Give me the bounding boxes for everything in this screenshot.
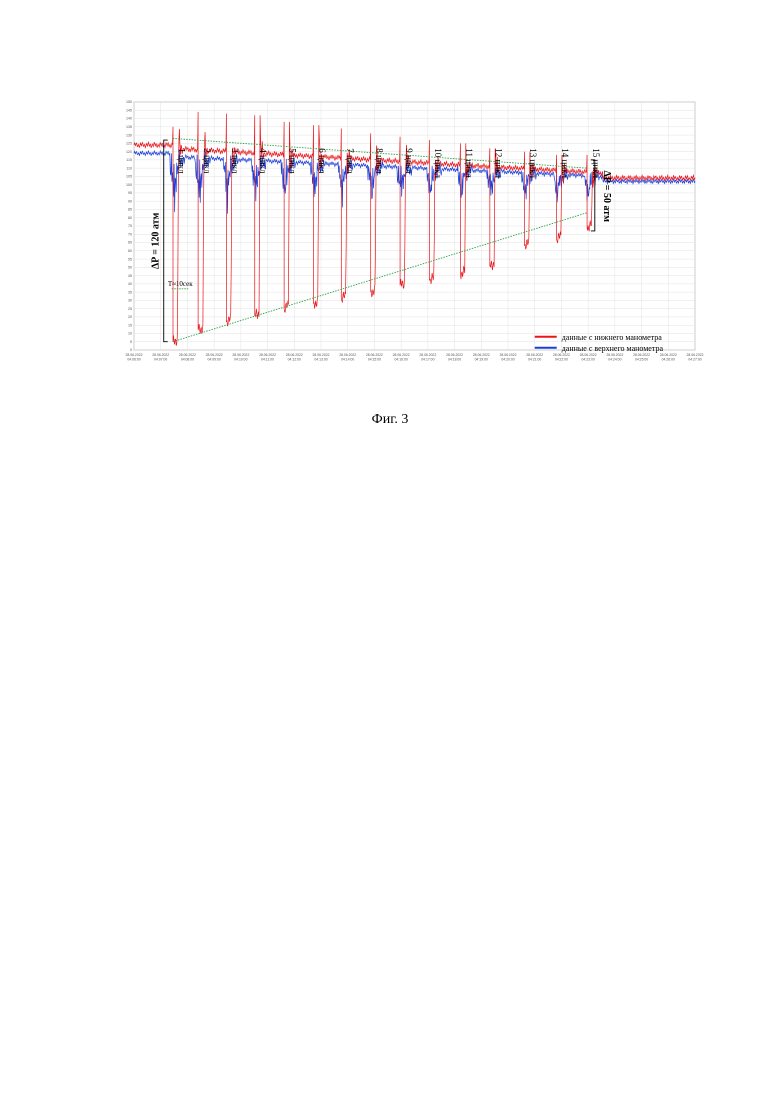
y-tick-label: 25 xyxy=(128,307,132,311)
period-label: T≈10сек xyxy=(168,280,193,288)
cycle-label: 9 цикл xyxy=(404,148,414,174)
y-tick-label: 130 xyxy=(126,133,132,137)
cycle-label: 1 цикл xyxy=(177,148,187,174)
cycle-label: 13 цикл xyxy=(528,148,538,178)
cycle-label: 15 цикл xyxy=(591,148,601,178)
y-tick-label: 5 xyxy=(130,340,132,344)
x-tick-time: 04:25:00 xyxy=(635,358,648,362)
x-tick-time: 04:07:00 xyxy=(154,358,167,362)
x-tick-time: 04:09:00 xyxy=(208,358,221,362)
x-tick-time: 04:11:00 xyxy=(261,358,274,362)
cycle-label: 7 цикл xyxy=(345,148,355,174)
x-tick-date: 28.06.2022 xyxy=(553,353,570,357)
y-tick-label: 70 xyxy=(128,232,132,236)
cycle-label: 10 цикл xyxy=(433,148,443,178)
y-tick-label: 30 xyxy=(128,299,132,303)
y-tick-label: 90 xyxy=(128,199,132,203)
y-tick-label: 110 xyxy=(126,166,132,170)
y-tick-label: 60 xyxy=(128,249,132,253)
delta-left-label: ΔP = 120 атм xyxy=(151,212,162,269)
y-tick-label: 95 xyxy=(128,191,132,195)
cycle-label: 2 цикл xyxy=(202,148,212,174)
cycle-label: 11 цикл xyxy=(464,148,474,178)
pressure-chart-svg: 0 5 10 15 20 25 30 35 40 45 50 55 60 65 70 75 80 85 90 95 10… xyxy=(120,95,710,370)
x-tick-time: 04:06:00 xyxy=(127,358,140,362)
y-tick-label: 125 xyxy=(126,142,132,146)
x-tick-date: 28.06.2022 xyxy=(526,353,543,357)
x-tick-date: 28.06.2022 xyxy=(152,353,169,357)
y-tick-label: 75 xyxy=(128,224,132,228)
x-tick-date: 28.06.2022 xyxy=(206,353,223,357)
x-tick-date: 28.06.2022 xyxy=(179,353,196,357)
x-tick-date: 28.06.2022 xyxy=(606,353,623,357)
y-tick-label: 20 xyxy=(128,315,132,319)
pressure-chart: 0 5 10 15 20 25 30 35 40 45 50 55 60 65 70 75 80 85 90 95 10… xyxy=(120,95,710,370)
cycle-label: 3 цикл xyxy=(230,148,240,174)
y-tick-label: 0 xyxy=(130,348,132,352)
cycle-label: 4 цикл xyxy=(258,148,268,174)
x-tick-time: 04:18:00 xyxy=(448,358,461,362)
x-tick-time: 04:08:00 xyxy=(181,358,194,362)
y-tick-label: 15 xyxy=(128,323,132,327)
y-tick-label: 150 xyxy=(126,100,132,104)
y-tick-label: 45 xyxy=(128,274,132,278)
x-tick-time: 04:20:00 xyxy=(501,358,514,362)
cycle-label: 6 цикл xyxy=(317,148,327,174)
x-tick-time: 04:15:00 xyxy=(368,358,381,362)
x-tick-time: 04:14:00 xyxy=(341,358,354,362)
y-tick-label: 55 xyxy=(128,257,132,261)
y-tick-label: 105 xyxy=(126,175,132,179)
x-tick-time: 04:27:00 xyxy=(688,358,701,362)
x-tick-time: 04:10:00 xyxy=(234,358,247,362)
x-tick-date: 28.06.2022 xyxy=(339,353,356,357)
x-tick-date: 28.06.2022 xyxy=(687,353,704,357)
y-tick-label: 10 xyxy=(128,332,132,336)
x-tick-date: 28.06.2022 xyxy=(500,353,517,357)
y-tick-label: 40 xyxy=(128,282,132,286)
x-tick-time: 04:26:00 xyxy=(662,358,675,362)
x-tick-time: 04:13:00 xyxy=(314,358,327,362)
y-tick-label: 140 xyxy=(126,117,132,121)
y-tick-label: 145 xyxy=(126,108,132,112)
y-tick-label: 50 xyxy=(128,266,132,270)
cycle-label: 5 цикл xyxy=(288,148,298,174)
x-tick-time: 04:17:00 xyxy=(421,358,434,362)
x-tick-time: 04:12:00 xyxy=(288,358,301,362)
legend-label: данные с верхнего манометра xyxy=(562,344,664,353)
x-tick-date: 28.06.2022 xyxy=(232,353,249,357)
cycle-label: 8 цикл xyxy=(374,148,384,174)
y-tick-label: 135 xyxy=(126,125,132,129)
y-tick-label: 65 xyxy=(128,241,132,245)
x-tick-date: 28.06.2022 xyxy=(286,353,303,357)
x-tick-time: 04:23:00 xyxy=(582,358,595,362)
x-tick-time: 04:16:00 xyxy=(395,358,408,362)
x-tick-time: 04:21:00 xyxy=(528,358,541,362)
x-tick-date: 28.06.2022 xyxy=(393,353,410,357)
x-tick-date: 28.06.2022 xyxy=(473,353,490,357)
x-tick-date: 28.06.2022 xyxy=(366,353,383,357)
cycle-label: 12 цикл xyxy=(493,148,503,178)
figure-caption: Фиг. 3 xyxy=(0,412,780,428)
x-tick-time: 04:22:00 xyxy=(555,358,568,362)
y-tick-label: 115 xyxy=(126,158,132,162)
y-tick-label: 100 xyxy=(126,183,132,187)
y-tick-label: 120 xyxy=(126,150,132,154)
y-tick-label: 35 xyxy=(128,290,132,294)
x-tick-date: 28.06.2022 xyxy=(446,353,463,357)
x-tick-date: 28.06.2022 xyxy=(580,353,597,357)
x-tick-date: 28.06.2022 xyxy=(633,353,650,357)
x-tick-date: 28.06.2022 xyxy=(313,353,330,357)
cycle-label: 14 цикл xyxy=(560,148,570,178)
x-tick-time: 04:19:00 xyxy=(475,358,488,362)
y-tick-label: 85 xyxy=(128,208,132,212)
y-tick-label: 80 xyxy=(128,216,132,220)
x-tick-date: 28.06.2022 xyxy=(259,353,276,357)
delta-right-label: ΔP = 50 атм xyxy=(601,170,612,222)
x-tick-time: 04:24:00 xyxy=(608,358,621,362)
x-tick-date: 28.06.2022 xyxy=(419,353,436,357)
x-tick-date: 28.06.2022 xyxy=(126,353,143,357)
x-tick-date: 28.06.2022 xyxy=(660,353,677,357)
legend-label: данные с нижнего манометра xyxy=(562,333,663,342)
